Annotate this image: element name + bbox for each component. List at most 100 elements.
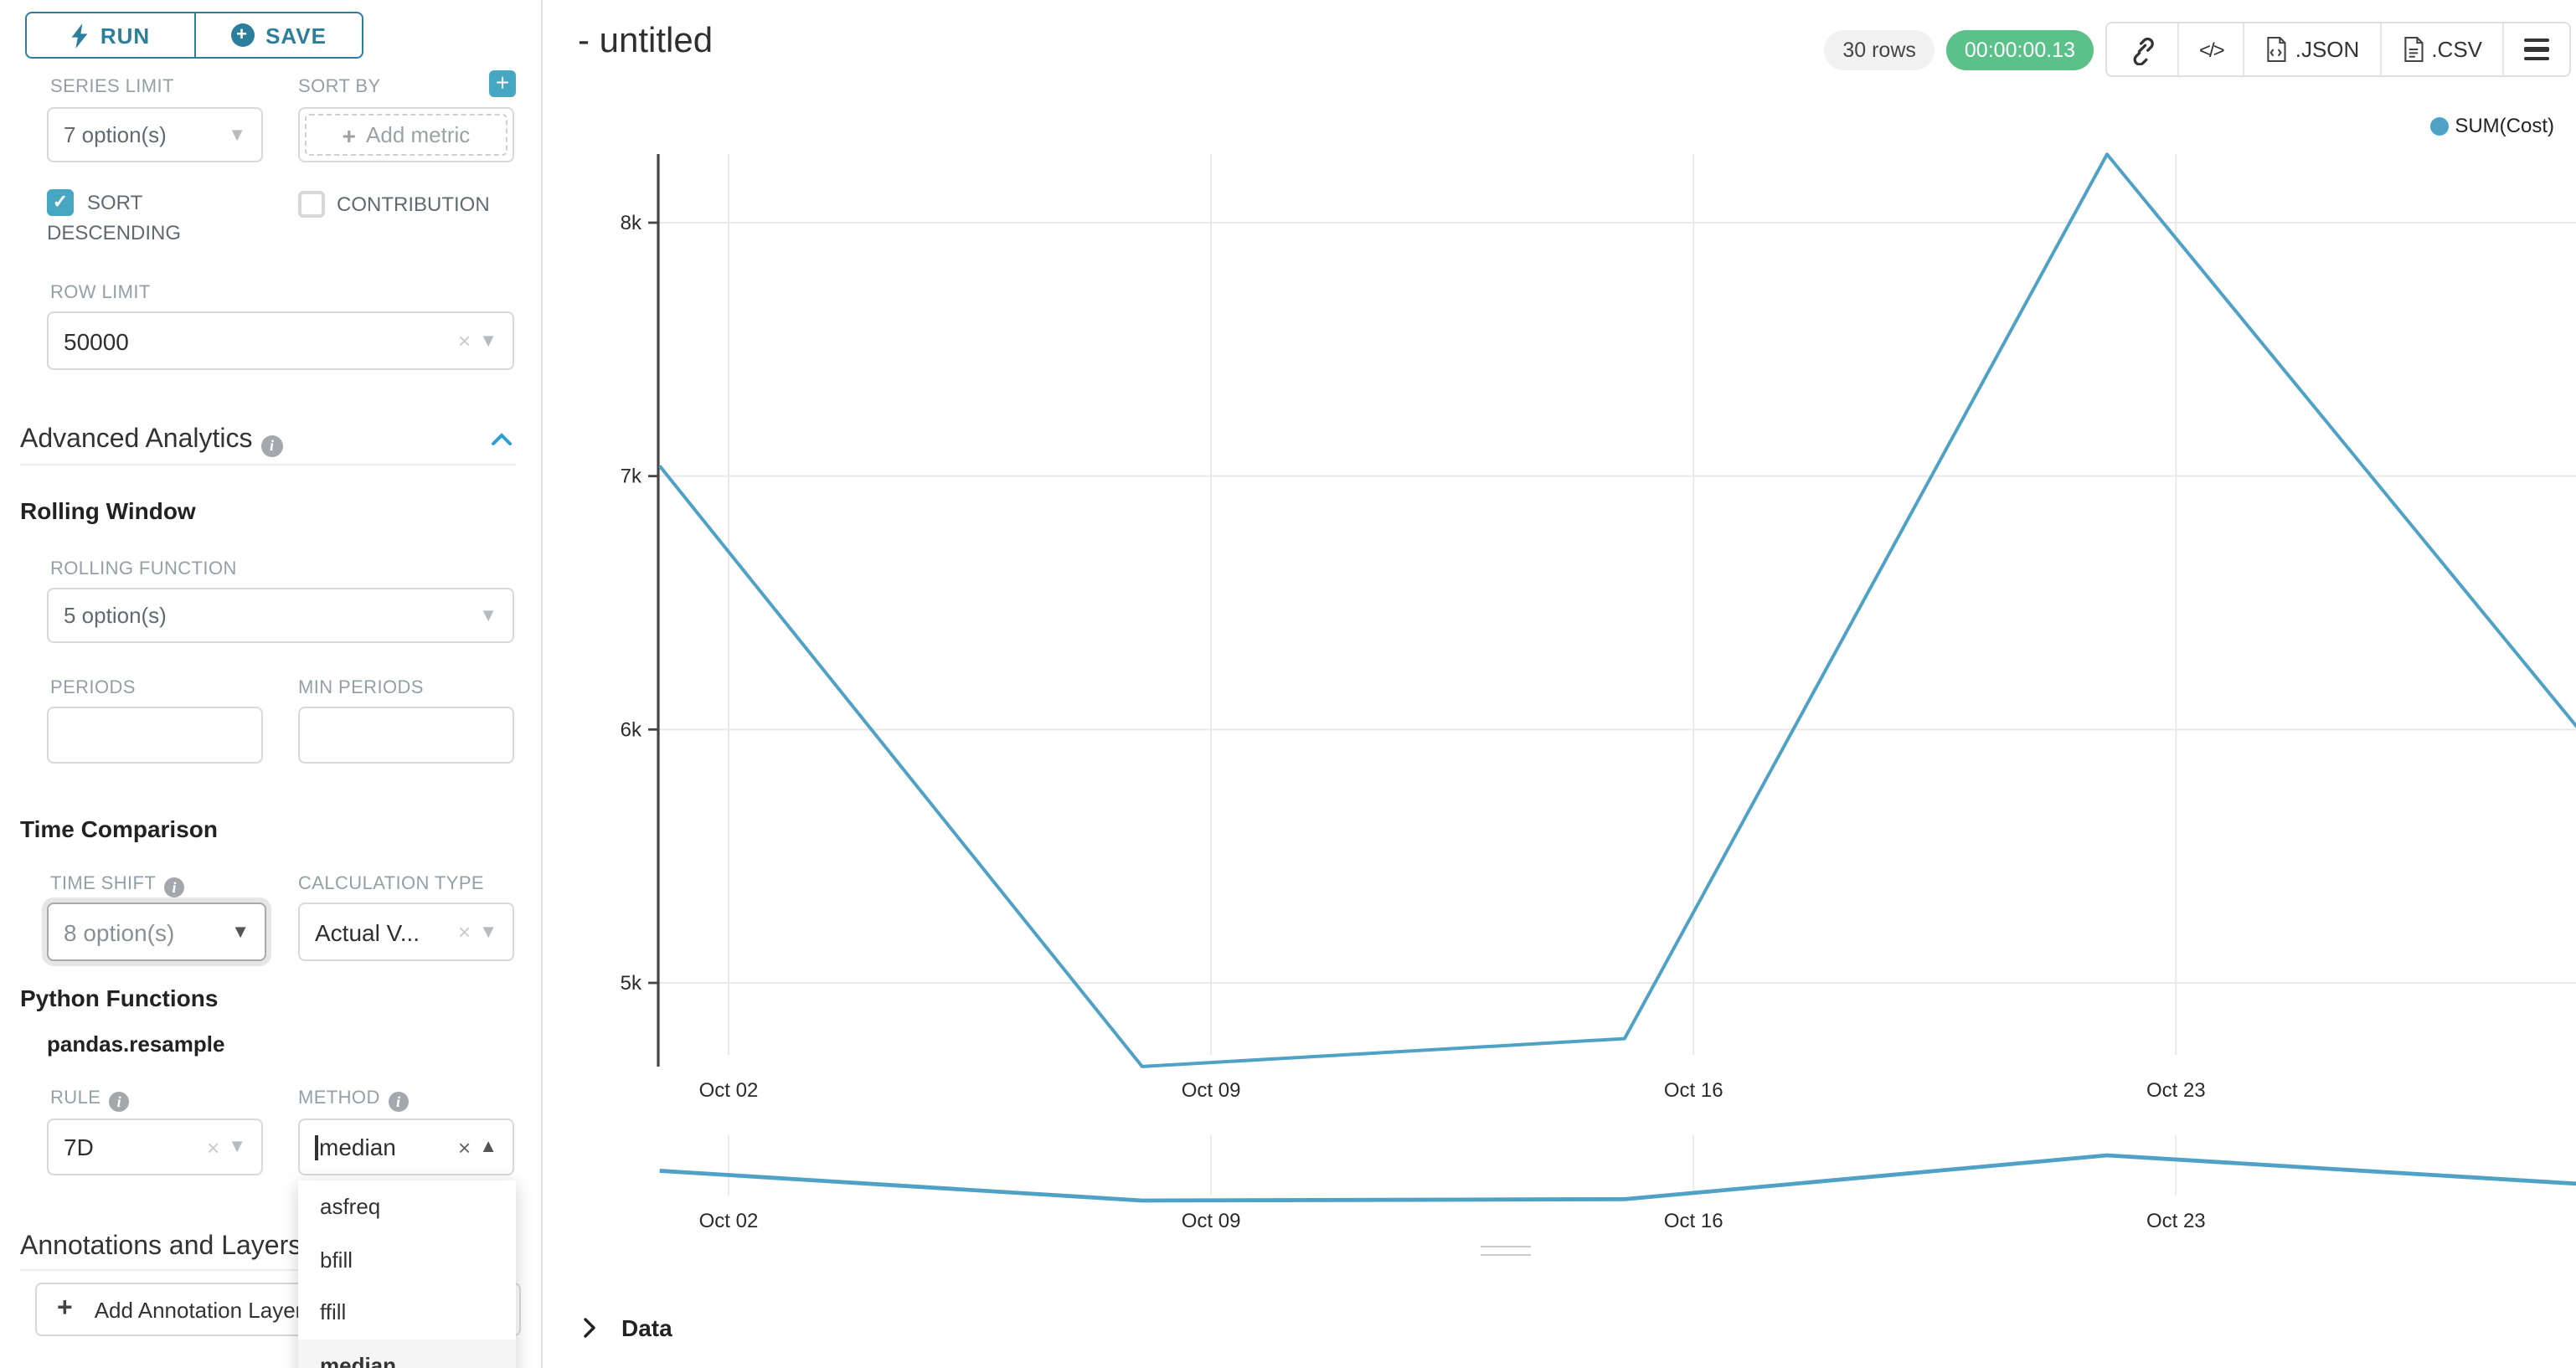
chevron-down-icon[interactable]: ▼ <box>231 922 250 942</box>
legend-dot <box>2429 116 2449 135</box>
header-actions: 30 rows 00:00:00.13 </> <box>1824 22 2571 77</box>
info-icon[interactable]: i <box>388 1092 409 1112</box>
series-line <box>658 152 2576 1068</box>
info-icon[interactable]: i <box>109 1092 130 1112</box>
pandas-resample-label: pandas.resample <box>47 1031 225 1057</box>
periods-input[interactable] <box>47 707 263 764</box>
method-select[interactable]: median × ▲ <box>298 1119 514 1175</box>
chevron-right-icon <box>584 1318 595 1338</box>
sort-by-label: SORT BY <box>298 77 381 97</box>
view-query-button[interactable]: </> <box>2177 23 2244 75</box>
time-comparison-title: Time Comparison <box>20 815 218 842</box>
method-option-ffill[interactable]: ffill <box>320 1299 347 1325</box>
y-axis-tick-label: 6k <box>621 718 642 741</box>
save-button[interactable]: + SAVE <box>193 13 362 57</box>
contribution-label: CONTRIBUTION <box>337 193 490 216</box>
python-functions-title: Python Functions <box>20 985 219 1011</box>
sort-descending-field: ✓ SORT DESCENDING <box>47 188 268 248</box>
advanced-analytics-header[interactable]: Advanced Analytics i <box>20 425 283 456</box>
series-limit-label: SERIES LIMIT <box>50 77 174 97</box>
sort-by-add-metric[interactable]: + Add metric <box>298 107 514 162</box>
mini-series-line <box>659 1153 2576 1203</box>
method-value-text: median <box>319 1134 396 1160</box>
chevron-down-icon[interactable]: ▼ <box>479 331 497 351</box>
add-annotation-layer-button[interactable]: + Add Annotation Layer <box>35 1283 521 1336</box>
link-icon <box>2133 36 2154 64</box>
x-axis-tick-label: Oct 09 <box>1182 1079 1241 1102</box>
panel-resize-handle[interactable] <box>1481 1246 1531 1263</box>
chevron-down-icon[interactable]: ▼ <box>479 922 497 942</box>
rolling-function-label: ROLLING FUNCTION <box>50 559 237 579</box>
more-options-button[interactable] <box>2502 23 2569 75</box>
clear-icon[interactable]: × <box>458 1134 471 1160</box>
chart-legend[interactable]: SUM(Cost) <box>2429 114 2554 137</box>
time-shift-label-text: TIME SHIFT <box>50 874 157 894</box>
rule-select[interactable]: 7D × ▼ <box>47 1119 263 1175</box>
min-periods-input[interactable] <box>298 707 514 764</box>
plus-icon: + <box>57 1294 73 1323</box>
series-limit-select[interactable]: 7 option(s) ▼ <box>47 107 263 162</box>
y-axis-tick-label: 8k <box>621 212 642 234</box>
rolling-function-select[interactable]: 5 option(s) ▼ <box>47 588 514 643</box>
y-axis-tick-label: 7k <box>621 465 642 488</box>
method-label: METHOD i <box>298 1088 409 1112</box>
code-icon: </> <box>2199 38 2225 61</box>
rolling-function-value: 5 option(s) <box>64 603 167 628</box>
calculation-type-select[interactable]: Actual V... × ▼ <box>298 903 514 961</box>
run-button[interactable]: RUN <box>27 13 193 57</box>
method-label-text: METHOD <box>298 1088 380 1108</box>
add-sort-by-plus-icon[interactable]: + <box>489 70 516 97</box>
method-option-bfill[interactable]: bfill <box>320 1247 353 1273</box>
contribution-checkbox[interactable] <box>298 191 325 218</box>
x-axis-tick-label: Oct 02 <box>699 1079 759 1102</box>
contribution-field: CONTRIBUTION <box>298 191 490 218</box>
clear-icon[interactable]: × <box>458 328 471 353</box>
control-panel-sidebar: RUN + SAVE SERIES LIMIT SORT BY + 7 opti… <box>0 0 543 1368</box>
info-icon[interactable]: i <box>260 435 283 456</box>
main-chart[interactable]: 8k 7k 6k 5k Oct 02 Oct 09 Oct 16 Oct 23 Oct 02 Oc… <box>543 0 2576 1368</box>
legend-series-label: SUM(Cost) <box>2455 114 2554 137</box>
advanced-analytics-title: Advanced Analytics <box>20 425 253 454</box>
save-button-label: SAVE <box>265 23 327 48</box>
rolling-window-title: Rolling Window <box>20 497 196 524</box>
info-icon[interactable]: i <box>164 877 185 897</box>
x-axis-tick-label: Oct 16 <box>1664 1079 1723 1102</box>
section-divider <box>20 464 516 465</box>
chevron-down-icon[interactable]: ▼ <box>228 1137 246 1157</box>
query-timer-badge: 00:00:00.13 <box>1945 29 2094 69</box>
run-save-button-group: RUN + SAVE <box>25 12 363 59</box>
clear-icon[interactable]: × <box>207 1134 220 1160</box>
share-link-button[interactable] <box>2107 23 2177 75</box>
rule-label: RULE i <box>50 1088 130 1112</box>
time-shift-select[interactable]: 8 option(s) ▼ <box>47 903 266 961</box>
chart-title[interactable]: - untitled <box>578 22 714 60</box>
chevron-up-icon[interactable]: ▲ <box>479 1137 497 1157</box>
section-divider <box>20 1269 516 1271</box>
export-json-button[interactable]: .JSON <box>2243 23 2380 75</box>
sort-descending-checkbox[interactable]: ✓ <box>47 189 74 216</box>
json-label: .JSON <box>2295 37 2360 62</box>
method-option-asfreq[interactable]: asfreq <box>320 1194 381 1220</box>
text-cursor <box>315 1135 317 1160</box>
x-axis-tick-label: Oct 23 <box>2146 1079 2206 1102</box>
chevron-down-icon[interactable]: ▼ <box>479 605 497 625</box>
method-option-median[interactable]: median <box>298 1339 516 1368</box>
method-dropdown-menu: asfreq bfill ffill median <box>298 1180 516 1368</box>
mini-x-axis-tick-label: Oct 16 <box>1664 1210 1723 1232</box>
data-panel-toggle[interactable]: Data <box>583 1314 672 1341</box>
sort-descending-label: SORT DESCENDING <box>47 191 182 244</box>
chevron-up-icon[interactable] <box>491 432 513 447</box>
series-limit-value: 7 option(s) <box>64 122 167 147</box>
periods-label: PERIODS <box>50 678 136 698</box>
chart-pane: - untitled 30 rows 00:00:00.13 </> <box>543 0 2576 1368</box>
hamburger-menu-icon <box>2524 38 2549 61</box>
calculation-type-value: Actual V... <box>315 918 420 945</box>
clear-icon[interactable]: × <box>458 919 471 944</box>
chevron-down-icon[interactable]: ▼ <box>228 125 246 145</box>
csv-label: .CSV <box>2431 37 2482 62</box>
calculation-type-label: CALCULATION TYPE <box>298 874 484 894</box>
min-periods-label: MIN PERIODS <box>298 678 424 698</box>
export-csv-button[interactable]: .CSV <box>2379 23 2502 75</box>
row-limit-value: 50000 <box>64 327 129 354</box>
row-limit-select[interactable]: 50000 × ▼ <box>47 311 514 370</box>
